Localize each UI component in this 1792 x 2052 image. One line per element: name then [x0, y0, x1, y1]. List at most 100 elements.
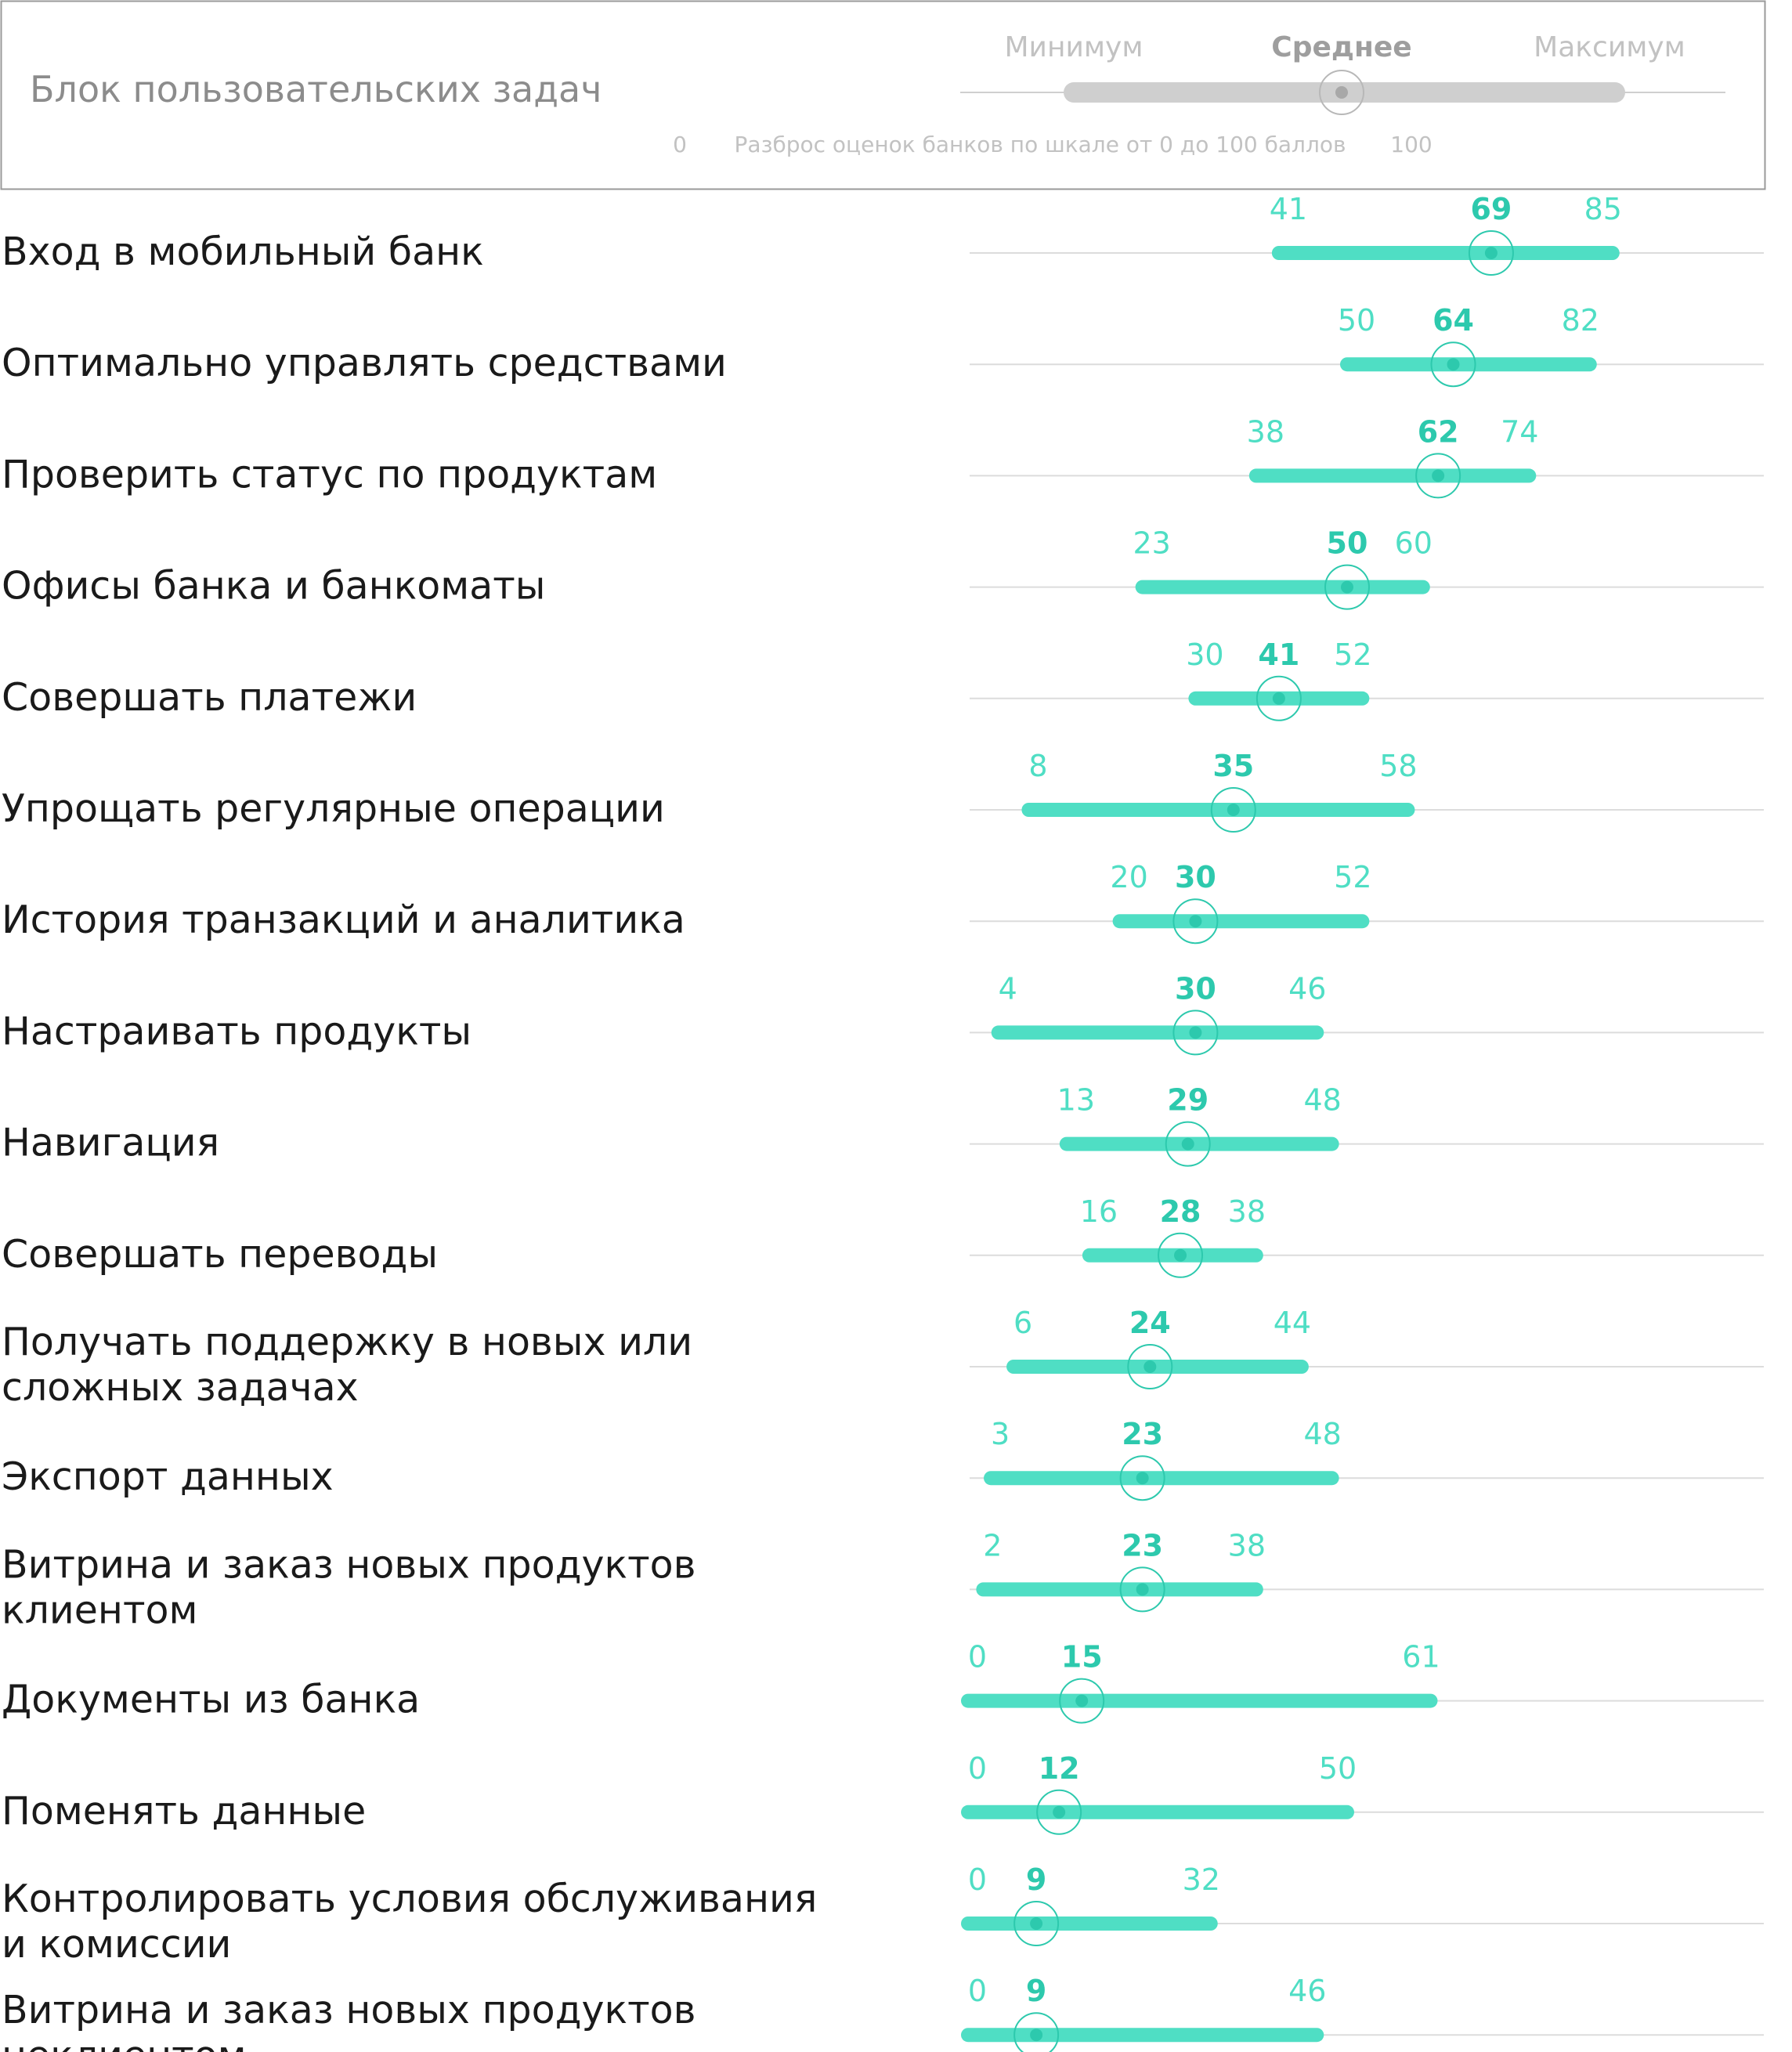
mean-value-label: 41 [1258, 638, 1299, 672]
mean-value-label: 23 [1122, 1528, 1163, 1562]
mean-ring [1324, 564, 1370, 610]
category-label: Навигация [2, 1121, 219, 1165]
min-value-label: 0 [968, 1640, 987, 1674]
category-label: Офисы банка и банкоматы [2, 564, 546, 609]
category-label: Контролировать условия обслуживания и ком… [2, 1877, 817, 1967]
category-label-line: Оптимально управлять средствами [2, 341, 727, 385]
mean-value-label: 30 [1175, 860, 1216, 894]
mean-ring [1013, 1901, 1060, 1946]
max-value-label: 32 [1183, 1862, 1220, 1897]
category-label-line: Проверить статус по продуктам [2, 452, 657, 497]
mean-ring [1172, 898, 1219, 945]
mean-dot [1136, 1472, 1149, 1485]
legend-mean-dot [1335, 86, 1348, 99]
mean-ring [1158, 1232, 1204, 1278]
legend-min-label: Минимум [1004, 31, 1143, 63]
category-label-line: Витрина и заказ новых продуктов [2, 1542, 696, 1587]
mean-value-label: 24 [1129, 1306, 1171, 1340]
legend-title: Блок пользовательских задач [30, 68, 602, 110]
min-value-label: 6 [1013, 1306, 1032, 1340]
min-value-label: 20 [1110, 860, 1147, 894]
max-value-label: 61 [1402, 1640, 1440, 1674]
max-value-label: 38 [1228, 1194, 1266, 1229]
category-label-line: История транзакций и аналитика [2, 898, 685, 942]
max-value-label: 85 [1584, 192, 1622, 226]
mean-value-label: 64 [1433, 303, 1474, 338]
category-label: Оптимально управлять средствами [2, 341, 727, 385]
category-label-line: Офисы банка и банкоматы [2, 564, 546, 609]
min-value-label: 3 [991, 1417, 1010, 1451]
legend-scale-max: 100 [1390, 132, 1432, 157]
mean-dot [1053, 1805, 1066, 1819]
min-value-label: 50 [1338, 303, 1375, 338]
category-label: История транзакций и аналитика [2, 898, 685, 942]
mean-dot [1341, 580, 1353, 594]
category-label: Поменять данные [2, 1789, 366, 1833]
category-label-line: Совершать переводы [2, 1232, 438, 1277]
min-value-label: 38 [1247, 414, 1284, 449]
mean-ring [1430, 341, 1476, 388]
mean-value-label: 9 [1026, 1974, 1046, 2008]
mean-dot [1432, 469, 1445, 482]
category-label-line: Совершать платежи [2, 675, 417, 720]
mean-value-label: 69 [1470, 192, 1512, 226]
max-value-label: 46 [1288, 1974, 1326, 2008]
mean-ring [1127, 1344, 1173, 1389]
category-label: Вход в мобильный банк [2, 229, 484, 274]
mean-value-label: 35 [1212, 749, 1254, 783]
mean-ring [1468, 230, 1514, 276]
category-label-line: Навигация [2, 1121, 219, 1165]
mean-value-label: 50 [1327, 526, 1368, 561]
mean-value-label: 29 [1167, 1083, 1209, 1118]
category-label: Совершать переводы [2, 1232, 438, 1277]
category-label-line: Вход в мобильный банк [2, 229, 484, 274]
category-label: Получать поддержку в новых или сложных за… [2, 1320, 692, 1410]
max-value-label: 74 [1501, 414, 1538, 449]
min-value-label: 0 [968, 1974, 987, 2008]
category-label: Настраивать продукты [2, 1009, 471, 1053]
min-value-label: 41 [1270, 192, 1307, 226]
max-value-label: 58 [1379, 749, 1417, 783]
mean-dot [1181, 1137, 1194, 1151]
category-label-line: Получать поддержку в новых или [2, 1320, 692, 1364]
mean-value-label: 28 [1160, 1194, 1201, 1229]
category-label-line: сложных задачах [2, 1365, 359, 1410]
min-value-label: 0 [968, 1751, 987, 1786]
category-label: Документы из банка [2, 1678, 420, 1722]
max-value-label: 48 [1303, 1417, 1341, 1451]
mean-dot [1272, 692, 1285, 705]
category-label-line: Поменять данные [2, 1789, 366, 1833]
min-value-label: 2 [983, 1528, 1002, 1562]
mean-dot [1189, 1026, 1202, 1039]
mean-ring [1415, 453, 1461, 499]
mean-ring [1013, 2012, 1060, 2052]
min-value-label: 30 [1186, 638, 1223, 672]
category-label: Совершать платежи [2, 675, 417, 720]
mean-ring [1119, 1455, 1165, 1501]
legend-max-label: Максимум [1534, 31, 1685, 63]
max-value-label: 48 [1303, 1083, 1341, 1118]
legend-mean-label: Среднее [1271, 31, 1411, 63]
category-label: Витрина и заказ новых продуктов клиентом [2, 1542, 696, 1632]
min-value-label: 23 [1133, 526, 1170, 561]
mean-dot [1174, 1248, 1187, 1262]
mean-dot [1447, 358, 1460, 371]
mean-dot [1030, 2029, 1043, 2042]
mean-value-label: 62 [1418, 414, 1459, 449]
legend: Блок пользовательских задач Минимум Сред… [0, 0, 1766, 190]
category-label: Экспорт данных [2, 1454, 334, 1499]
min-value-label: 0 [968, 1862, 987, 1897]
mean-ring [1210, 787, 1256, 833]
category-label: Витрина и заказ новых продуктовнеклиенто… [2, 1988, 696, 2052]
min-value-label: 4 [999, 971, 1017, 1006]
category-label-line: Витрина и заказ новых продуктов [2, 1988, 696, 2032]
mean-dot [1189, 915, 1202, 928]
max-value-label: 52 [1334, 638, 1371, 672]
mean-dot [1227, 804, 1240, 816]
mean-dot [1143, 1360, 1157, 1373]
max-value-label: 82 [1562, 303, 1599, 338]
category-label-line: Контролировать условия обслуживания [2, 1877, 817, 1921]
max-value-label: 50 [1319, 1751, 1357, 1786]
mean-value-label: 9 [1026, 1862, 1046, 1897]
